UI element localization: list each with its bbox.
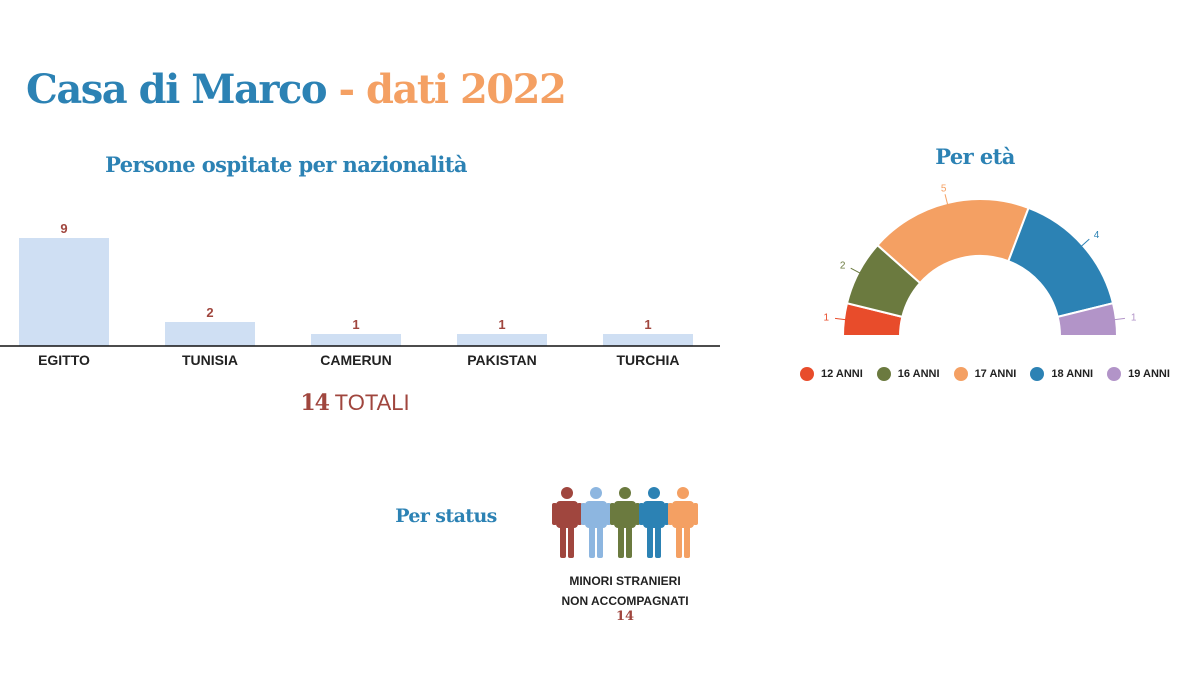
bar-egitto xyxy=(19,238,109,346)
page-title: Casa di Marco - dati 2022 xyxy=(26,66,567,113)
age-slice-label: 1 xyxy=(824,313,830,324)
legend-swatch xyxy=(953,367,968,381)
legend-label: 19 ANNI xyxy=(1128,368,1170,380)
legend-label: 16 ANNI xyxy=(897,368,940,380)
bar-pakistan xyxy=(457,334,547,346)
status-count: 14 xyxy=(615,609,635,624)
age-chart: 1 2 5 4 1 xyxy=(824,183,1137,337)
title-part-2: dati 2022 xyxy=(365,66,567,113)
status-label-line1: MINORI STRANIERI xyxy=(569,574,681,588)
legend-swatch xyxy=(1030,367,1045,381)
legend-swatch xyxy=(800,367,814,381)
age-chart-title: Per età xyxy=(935,144,1015,169)
person-icon xyxy=(610,487,640,558)
bar-tunisia xyxy=(165,322,255,346)
age-slice-leader xyxy=(850,267,861,274)
bar-category-label: TUNISIA xyxy=(182,352,238,368)
age-slice-label: 2 xyxy=(840,260,846,271)
status-title: Per status xyxy=(395,505,497,527)
age-slice-4 xyxy=(1007,206,1115,319)
legend-item: 12 ANNI xyxy=(800,367,863,381)
bar-value-label: 2 xyxy=(206,305,213,320)
age-slice-leader xyxy=(1113,317,1125,321)
title-separator: - xyxy=(326,66,366,113)
legend-item: 18 ANNI xyxy=(1030,367,1093,381)
bar-value-label: 1 xyxy=(352,317,359,332)
age-slice-label: 1 xyxy=(1131,313,1137,324)
bar-category-label: PAKISTAN xyxy=(467,352,536,368)
person-icon xyxy=(581,487,611,558)
people-icons xyxy=(552,487,698,558)
age-slice-label: 4 xyxy=(1094,230,1100,241)
legend-swatch xyxy=(1107,367,1122,381)
status-label: MINORI STRANIERI NON ACCOMPAGNATI xyxy=(540,571,710,611)
bar-category-label: TURCHIA xyxy=(617,352,680,368)
bar-value-label: 1 xyxy=(644,317,651,332)
bar-chart-title: Persone ospitate per nazionalità xyxy=(105,152,467,177)
age-slice-leader xyxy=(1080,238,1090,247)
legend-swatch xyxy=(876,367,891,381)
totals-label: TOTALI xyxy=(334,390,410,415)
title-part-1: Casa di Marco xyxy=(26,66,328,113)
person-icon xyxy=(639,487,669,558)
age-slice-leader xyxy=(944,194,949,206)
bar-turchia xyxy=(603,334,693,346)
person-icon xyxy=(552,487,582,558)
bar-value-label: 9 xyxy=(60,221,67,236)
status-label-line2: NON ACCOMPAGNATI xyxy=(561,594,689,608)
age-legend: 12 ANNI 16 ANNI 17 ANNI 18 ANNI 19 ANNI xyxy=(800,367,1170,381)
legend-item: 16 ANNI xyxy=(876,367,940,381)
legend-item: 19 ANNI xyxy=(1107,367,1170,381)
bar-category-label: EGITTO xyxy=(38,352,90,368)
bar-value-label: 1 xyxy=(498,317,505,332)
age-slice-leader xyxy=(835,317,847,321)
legend-label: 17 ANNI xyxy=(974,368,1017,380)
legend-label: 18 ANNI xyxy=(1051,368,1094,380)
age-slice-label: 5 xyxy=(941,183,947,194)
person-icon xyxy=(668,487,698,558)
bar-camerun xyxy=(311,334,401,346)
bar-category-label: CAMERUN xyxy=(320,352,392,368)
legend-label: 12 ANNI xyxy=(821,368,863,380)
bar-chart: 9 EGITTO 2 TUNISIA 1 CAMERUN 1 PAKISTAN 1 TURCHIA xyxy=(0,221,720,368)
age-slice-5 xyxy=(1056,302,1119,337)
totals-value: 14 xyxy=(300,390,330,416)
legend-item: 17 ANNI xyxy=(953,367,1017,381)
totals: 14 TOTALI xyxy=(200,390,510,416)
